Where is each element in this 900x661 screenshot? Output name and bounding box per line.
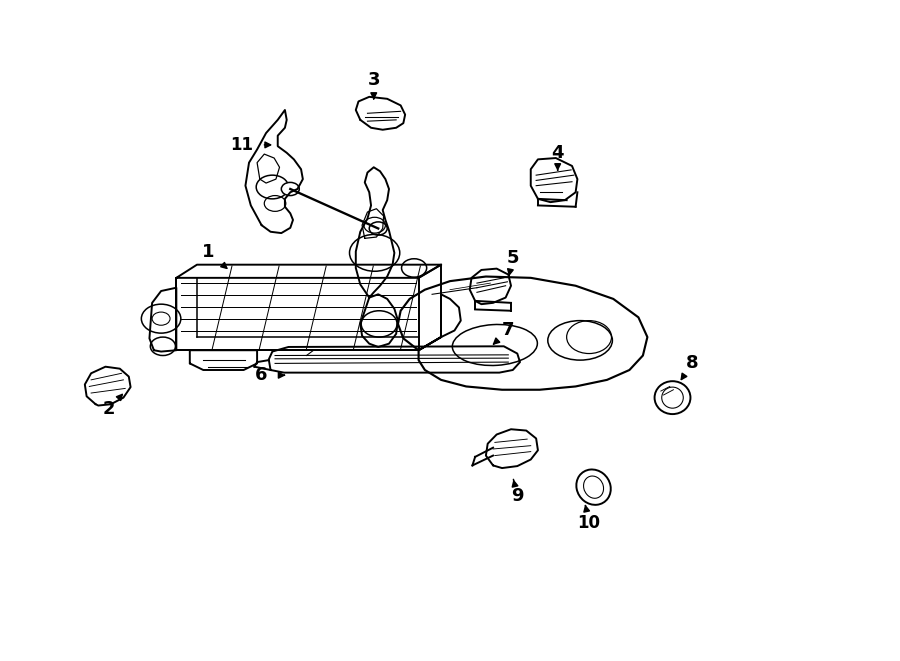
Text: 10: 10	[578, 514, 600, 531]
Text: 6: 6	[256, 366, 268, 384]
Text: 1: 1	[202, 243, 214, 260]
Text: 3: 3	[367, 71, 380, 89]
Text: 2: 2	[103, 401, 115, 418]
Text: 4: 4	[552, 144, 564, 162]
Circle shape	[369, 222, 387, 235]
Text: 9: 9	[511, 487, 524, 506]
Ellipse shape	[576, 469, 611, 505]
Text: 8: 8	[686, 354, 698, 372]
Text: 5: 5	[507, 249, 519, 267]
Text: 11: 11	[230, 136, 253, 154]
Circle shape	[282, 182, 300, 196]
Text: 7: 7	[502, 321, 515, 340]
Ellipse shape	[654, 381, 690, 414]
